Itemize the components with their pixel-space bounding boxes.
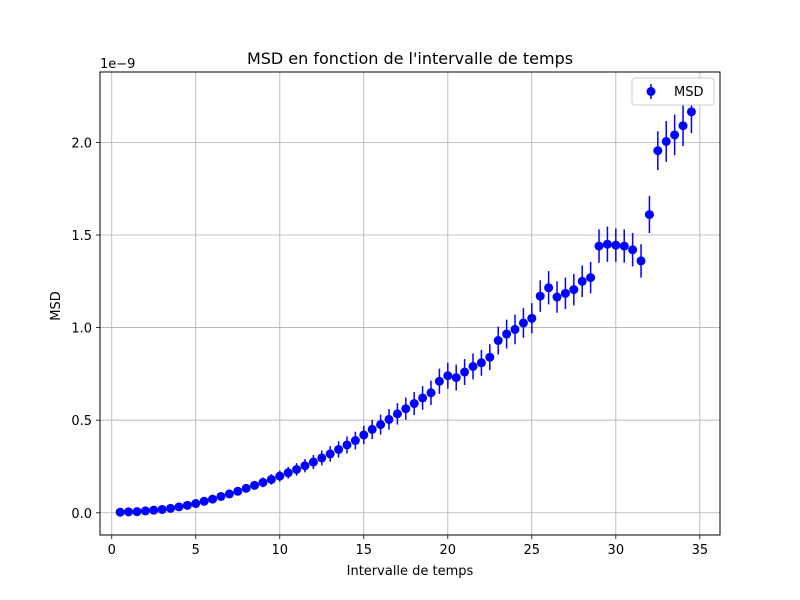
data-point [661, 136, 671, 146]
data-point [224, 489, 234, 499]
data-point [157, 504, 167, 514]
data-point [418, 393, 428, 403]
data-point [451, 373, 461, 383]
x-tick-label: 35 [692, 543, 709, 558]
data-point [468, 361, 478, 371]
data-point [569, 285, 579, 295]
x-tick-label: 30 [608, 543, 625, 558]
data-point [619, 241, 629, 251]
data-point [292, 464, 302, 474]
data-point [384, 414, 394, 424]
grid [100, 72, 720, 535]
data-point [686, 107, 696, 117]
plot-frame [99, 71, 721, 536]
data-point [426, 388, 436, 398]
data-point [166, 503, 176, 513]
data-point [628, 245, 638, 255]
data-point [577, 276, 587, 286]
legend-marker [646, 87, 656, 96]
y-tick-label: 1.5 [71, 229, 92, 244]
data-point [182, 500, 192, 510]
data-point [317, 453, 327, 463]
data-point [586, 273, 596, 283]
legend: MSD [631, 77, 715, 106]
data-point [367, 424, 377, 434]
x-tick-label: 10 [272, 543, 289, 558]
y-offset-text: 1e−9 [100, 57, 135, 72]
data-point [241, 483, 251, 493]
legend-label: MSD [674, 85, 703, 100]
data-point [493, 336, 503, 346]
y-tick-label: 2.0 [71, 136, 92, 151]
x-tick-label: 25 [524, 543, 541, 558]
data-point [283, 468, 293, 478]
data-point [552, 292, 562, 302]
data-point [670, 130, 680, 140]
data-point [434, 376, 444, 386]
x-tick-label: 5 [192, 543, 200, 558]
data-point [401, 404, 411, 414]
data-point [527, 313, 537, 323]
x-tick-label: 15 [356, 543, 373, 558]
x-axis-label: Intervalle de temps [347, 564, 474, 579]
ticks: 0 5 10 15 20 25 30 35 0.0 0.5 1.0 1.5 2.0 [71, 136, 708, 558]
data-point [611, 240, 621, 250]
y-tick-label: 0.0 [71, 507, 92, 522]
data-point [560, 288, 570, 298]
data-point [132, 507, 142, 517]
data-point [250, 480, 260, 490]
data-point [350, 436, 360, 446]
y-tick-label: 0.5 [71, 414, 92, 429]
data-point [359, 430, 369, 440]
data-point [653, 146, 663, 156]
data-point [392, 409, 402, 419]
data-point [602, 239, 612, 249]
data-point [518, 318, 528, 328]
data-point [208, 494, 218, 504]
data-point [124, 507, 134, 517]
legend-box [631, 77, 715, 106]
data-point [535, 291, 545, 301]
data-point [325, 449, 335, 459]
data-point [300, 461, 310, 471]
data-point [409, 399, 419, 409]
data-point [191, 499, 201, 509]
data-point [115, 507, 125, 517]
y-axis-label: MSD [49, 291, 64, 320]
data-point [636, 256, 646, 266]
y-tick-label: 1.0 [71, 322, 92, 337]
data-point [485, 352, 495, 362]
x-tick-label: 20 [440, 543, 457, 558]
data-point [460, 367, 470, 377]
data-points [115, 90, 696, 517]
data-point [216, 491, 226, 501]
data-point [334, 444, 344, 454]
chart-title: MSD en fonction de l'intervalle de temps [247, 49, 573, 68]
data-point [502, 329, 512, 339]
data-point [644, 210, 654, 220]
data-point [233, 486, 243, 496]
data-point [443, 371, 453, 381]
data-point [140, 506, 150, 516]
data-point [275, 471, 285, 481]
x-tick-label: 0 [108, 543, 116, 558]
data-point [258, 477, 268, 487]
data-point [308, 457, 318, 467]
data-point [594, 241, 604, 251]
data-point [510, 324, 520, 334]
data-point [544, 283, 554, 293]
data-point [174, 502, 184, 512]
data-point [342, 440, 352, 450]
data-point [266, 474, 276, 484]
data-point [149, 505, 159, 515]
data-point [376, 420, 386, 430]
data-point [476, 358, 486, 368]
data-point [199, 496, 209, 506]
data-point [678, 121, 688, 131]
